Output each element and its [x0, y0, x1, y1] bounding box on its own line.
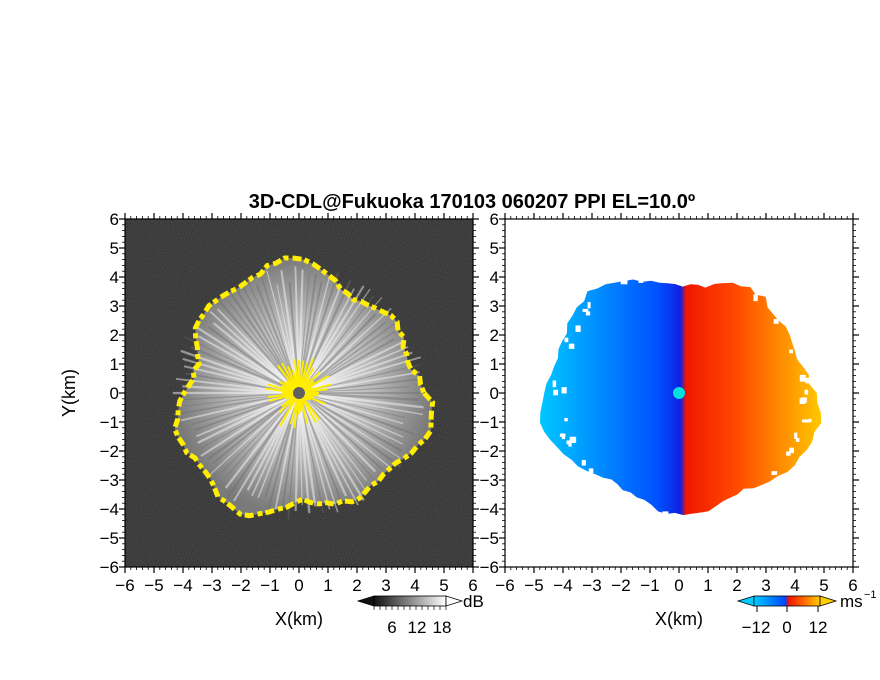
x-tick-label: −5 [144, 576, 163, 595]
colorbar-velocity-unit-exponent: −1 [864, 589, 877, 601]
x-tick-label: 0 [674, 576, 683, 595]
y-tick-label: 0 [110, 384, 119, 403]
x-tick-label: 3 [761, 576, 770, 595]
y-tick-label: −2 [480, 442, 499, 461]
y-tick-label: 4 [110, 268, 119, 287]
x-tick-label: 5 [819, 576, 828, 595]
colorbar-velocity-bar [753, 595, 821, 607]
x-tick-label: −4 [173, 576, 192, 595]
y-tick-label: 0 [490, 384, 499, 403]
y-tick-label: 3 [110, 297, 119, 316]
y-tick-label: 6 [110, 210, 119, 229]
colorbar-velocity-tick-2: 12 [809, 618, 828, 637]
right-panel: −6−6 −5 −5 −4 −4 −3 −3 −2 −2 −1 −1 0 0 1 1 2 2 3 3 4 4 5 5 6 6 X… [480, 210, 859, 629]
y-tick-label: −1 [480, 413, 499, 432]
chart-title: 3D-CDL@Fukuoka 170103 060207 PPI EL=10.0… [249, 191, 695, 213]
y-tick-label: 6 [490, 210, 499, 229]
colorbar-velocity-unit: ms [840, 592, 863, 611]
x-tick-label: 1 [703, 576, 712, 595]
x-tick-label: 4 [410, 576, 419, 595]
x-tick-label: −6 [115, 576, 134, 595]
x-tick-label: 6 [848, 576, 857, 595]
y-tick-label: −4 [100, 500, 119, 519]
y-tick-label: −5 [100, 529, 119, 548]
x-tick-label: 3 [381, 576, 390, 595]
colorbar-db-unit: dB [463, 592, 484, 611]
radar-marker-left [293, 387, 305, 399]
colorbar-db-arrow-right [445, 595, 464, 607]
doppler-velocity-speckle [552, 261, 812, 523]
y-tick-label: 5 [110, 239, 119, 258]
y-tick-label: −6 [100, 558, 119, 577]
colorbar-velocity-tick-0: −12 [742, 618, 771, 637]
y-tick-label: 1 [490, 355, 499, 374]
x-tick-label: 2 [352, 576, 361, 595]
y-tick-label: −4 [480, 500, 499, 519]
x-tick-label: −5 [524, 576, 543, 595]
x-tick-label: −1 [260, 576, 279, 595]
x-tick-label: 6 [468, 576, 477, 595]
y-tick-label: −2 [100, 442, 119, 461]
left-panel: −6−6 −5 −5 −4 −4 −3 −3 −2 −2 −1 −1 0 0 1 1 2 2 3 3 4 4 5 5 6 6 X… [59, 210, 479, 629]
x-tick-label: −6 [495, 576, 514, 595]
y-tick-label: −3 [480, 471, 499, 490]
left-ylabel: Y(km) [59, 369, 79, 417]
x-tick-label: 4 [790, 576, 799, 595]
x-tick-label: −3 [202, 576, 221, 595]
colorbar-velocity-arrow-left [736, 595, 755, 607]
left-xlabel: X(km) [275, 609, 323, 629]
radar-marker-right [673, 387, 685, 399]
x-tick-label: −2 [231, 576, 250, 595]
y-tick-label: 3 [490, 297, 499, 316]
right-xlabel: X(km) [655, 609, 703, 629]
colorbar-db-bar [373, 595, 447, 607]
y-tick-label: 5 [490, 239, 499, 258]
x-tick-label: 1 [323, 576, 332, 595]
colorbar-db-tick-0: 6 [387, 618, 396, 637]
colorbar-db-tick-1: 12 [408, 618, 427, 637]
x-tick-label: 0 [294, 576, 303, 595]
x-tick-label: −3 [582, 576, 601, 595]
y-tick-label: 2 [490, 326, 499, 345]
y-tick-label: −6 [480, 558, 499, 577]
right-axis-ticks: −6−6 −5 −5 −4 −4 −3 −3 −2 −2 −1 −1 0 0 1 1 2 2 3 3 4 4 5 5 6 6 [480, 210, 859, 595]
x-tick-label: −2 [611, 576, 630, 595]
x-tick-label: 2 [732, 576, 741, 595]
y-tick-label: 4 [490, 268, 499, 287]
y-tick-label: 1 [110, 355, 119, 374]
x-tick-label: −4 [553, 576, 572, 595]
colorbar-velocity: ms −1 −12 0 12 [736, 589, 877, 637]
x-tick-label: −1 [640, 576, 659, 595]
x-tick-label: 5 [439, 576, 448, 595]
colorbar-db-tick-2: 18 [433, 618, 452, 637]
colorbar-velocity-tick-1: 0 [782, 618, 791, 637]
y-tick-label: −3 [100, 471, 119, 490]
y-tick-label: 2 [110, 326, 119, 345]
y-tick-label: −5 [480, 529, 499, 548]
snr-overlay-rim [171, 255, 436, 519]
y-tick-label: −1 [100, 413, 119, 432]
left-axis-ticks: −6−6 −5 −5 −4 −4 −3 −3 −2 −2 −1 −1 0 0 1 1 2 2 3 3 4 4 5 5 6 6 [100, 210, 479, 595]
colorbar-db: dB 6 12 18 [356, 592, 484, 637]
colorbar-velocity-arrow-right [819, 595, 838, 607]
colorbar-db-arrow-left [356, 595, 375, 607]
